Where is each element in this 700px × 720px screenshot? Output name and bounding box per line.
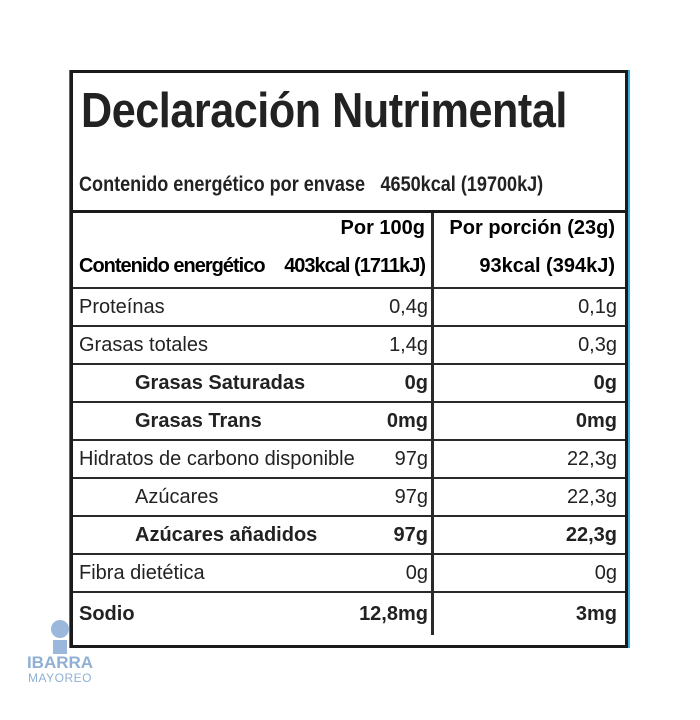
col-per-portion: Por porción (23g) <box>449 217 615 239</box>
value-100g: 97g <box>394 485 428 508</box>
value-portion: 0,3g <box>578 333 617 356</box>
energy-100g: 403kcal (1711kJ) <box>284 255 426 277</box>
table-header: Por 100g Por porción (23g) Contenido ene… <box>73 213 625 289</box>
value-100g: 0g <box>405 561 428 584</box>
energy-per-package-label: Contenido energético por envase <box>79 173 366 196</box>
value-portion: 22,3g <box>566 485 617 508</box>
value-portion: 0mg <box>575 409 617 432</box>
table-row: Grasas totales 1,4g 0,3g <box>73 327 625 365</box>
value-100g: 12,8mg <box>359 602 428 625</box>
energy-per-package: Contenido energético por envase 4650kcal … <box>79 173 543 197</box>
energy-portion: 93kcal (394kJ) <box>479 255 615 277</box>
nutrient-name: Grasas totales <box>79 333 208 356</box>
nutrient-name: Sodio <box>79 602 135 625</box>
value-100g: 1,4g <box>389 333 428 356</box>
nutrient-name: Azúcares añadidos <box>135 523 318 546</box>
table-row: Fibra dietética 0g 0g <box>73 555 625 593</box>
value-100g: 0,4g <box>389 295 428 318</box>
energy-per-package-value: 4650kcal (19700kJ) <box>380 173 544 196</box>
value-portion: 22,3g <box>565 523 617 546</box>
energy-label: Contenido energético <box>79 255 266 277</box>
watermark-line2: MAYOREO <box>28 671 92 685</box>
value-100g: 0g <box>404 371 428 394</box>
table-row: Grasas Saturadas 0g 0g <box>73 365 625 403</box>
nutrition-table: Por 100g Por porción (23g) Contenido ene… <box>73 210 625 635</box>
value-portion: 0,1g <box>578 295 617 318</box>
table-row: Hidratos de carbono disponible 97g 22,3g <box>73 441 625 479</box>
nutrient-name: Hidratos de carbono disponible <box>79 447 355 470</box>
nutrition-label: Declaración Nutrimental Contenido energé… <box>70 70 628 648</box>
nutrient-name: Proteínas <box>79 295 165 318</box>
value-portion: 22,3g <box>566 447 617 470</box>
nutrient-name: Azúcares <box>135 485 219 508</box>
value-portion: 0g <box>593 371 617 394</box>
value-100g: 97g <box>393 523 428 546</box>
value-100g: 97g <box>394 447 428 470</box>
watermark-logo: IBARRA MAYOREO <box>20 620 100 700</box>
nutrient-name: Fibra dietética <box>79 561 205 584</box>
nutrient-name: Grasas Trans <box>135 409 262 432</box>
value-portion: 0g <box>594 561 617 584</box>
watermark-line1: IBARRA <box>26 653 94 672</box>
logo-person-icon <box>51 620 69 638</box>
table-row: Azúcares 97g 22,3g <box>73 479 625 517</box>
nutrient-name: Grasas Saturadas <box>135 371 306 394</box>
col-per-100g: Por 100g <box>340 217 425 239</box>
value-portion: 3mg <box>575 602 617 625</box>
table-row: Proteínas 0,4g 0,1g <box>73 289 625 327</box>
table-row: Sodio 12,8mg 3mg <box>73 593 625 635</box>
label-title: Declaración Nutrimental <box>81 84 567 138</box>
table-row: Grasas Trans 0mg 0mg <box>73 403 625 441</box>
value-100g: 0mg <box>386 409 428 432</box>
table-row: Azúcares añadidos 97g 22,3g <box>73 517 625 555</box>
